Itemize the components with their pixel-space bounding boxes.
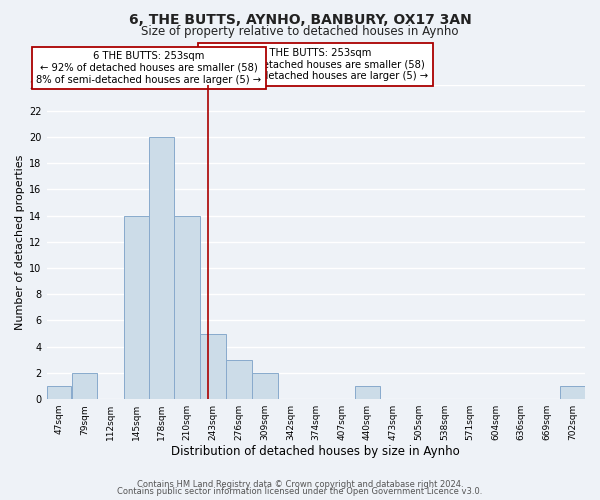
Bar — [252, 373, 278, 399]
Bar — [226, 360, 251, 399]
Bar — [560, 386, 585, 399]
X-axis label: Distribution of detached houses by size in Aynho: Distribution of detached houses by size … — [172, 444, 460, 458]
Bar — [72, 373, 97, 399]
Y-axis label: Number of detached properties: Number of detached properties — [15, 154, 25, 330]
Text: 6, THE BUTTS, AYNHO, BANBURY, OX17 3AN: 6, THE BUTTS, AYNHO, BANBURY, OX17 3AN — [128, 12, 472, 26]
Bar — [124, 216, 149, 399]
Bar — [355, 386, 380, 399]
Text: Size of property relative to detached houses in Aynho: Size of property relative to detached ho… — [141, 25, 459, 38]
Bar — [200, 334, 226, 399]
Text: 6 THE BUTTS: 253sqm
← 92% of detached houses are smaller (58)
8% of semi-detache: 6 THE BUTTS: 253sqm ← 92% of detached ho… — [36, 52, 262, 84]
Bar — [47, 386, 71, 399]
Text: Contains public sector information licensed under the Open Government Licence v3: Contains public sector information licen… — [118, 488, 482, 496]
Text: Contains HM Land Registry data © Crown copyright and database right 2024.: Contains HM Land Registry data © Crown c… — [137, 480, 463, 489]
Bar — [149, 137, 174, 399]
Text: 6 THE BUTTS: 253sqm
← 92% of detached houses are smaller (58)
8% of semi-detache: 6 THE BUTTS: 253sqm ← 92% of detached ho… — [203, 48, 428, 82]
Bar — [175, 216, 200, 399]
